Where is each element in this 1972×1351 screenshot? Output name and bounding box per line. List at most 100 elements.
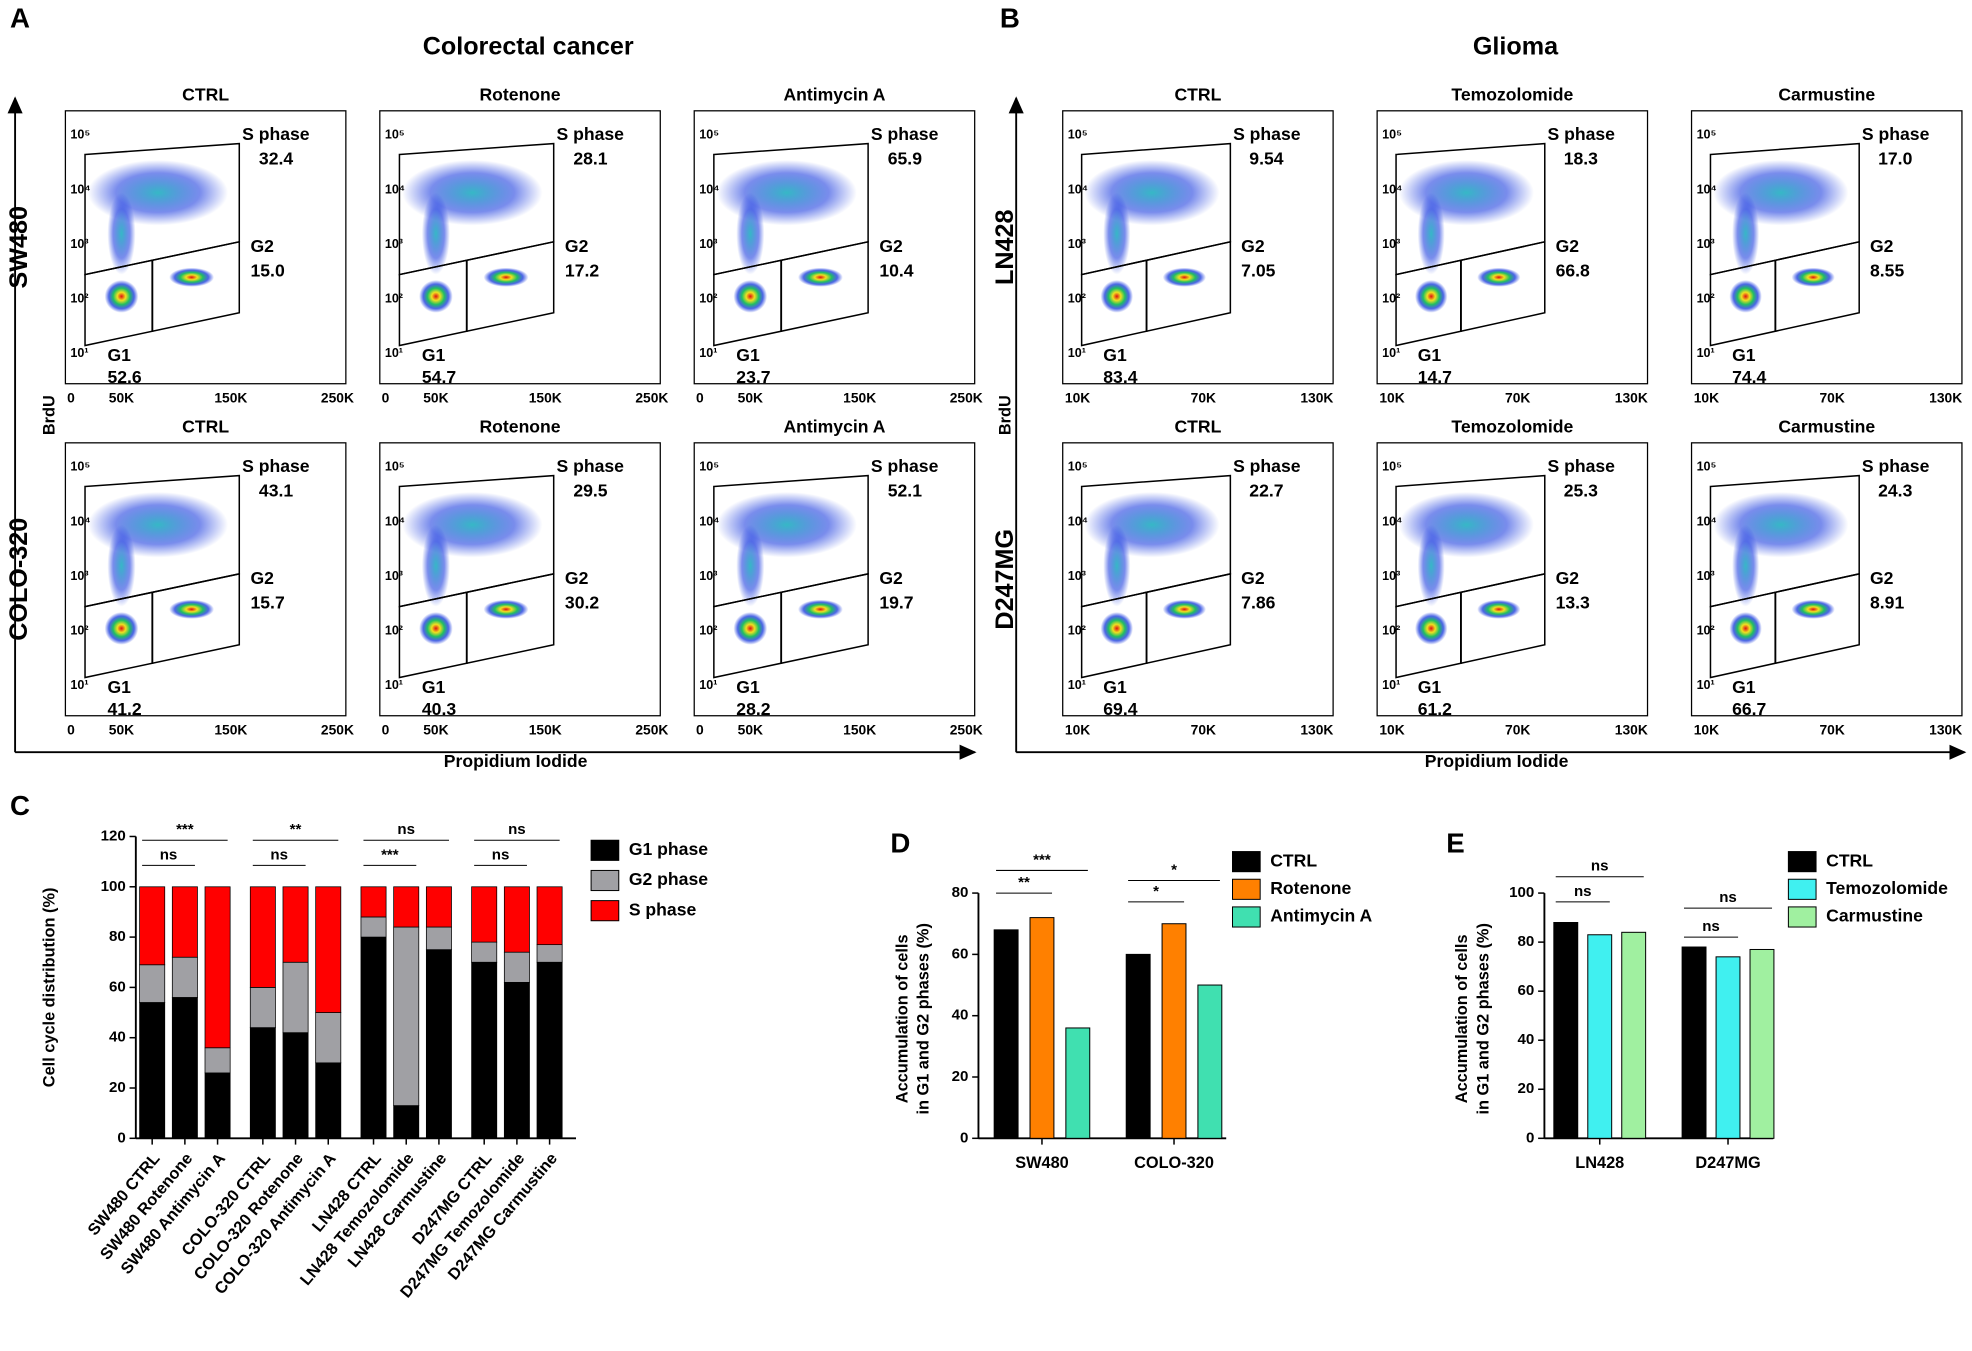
gate-label-g2: G2 [1870, 236, 1894, 256]
x-tick-label: 130K [1615, 389, 1648, 405]
density-s [716, 159, 857, 226]
panel-letter: B [1000, 3, 1020, 34]
plot-title: Temozolomide [1451, 84, 1573, 104]
x-tick-label: 0 [696, 721, 704, 737]
plot-frame [1376, 110, 1649, 385]
bar-segment [204, 1072, 231, 1139]
x-tick-label: 130K [1300, 389, 1333, 405]
density-s [402, 491, 543, 558]
y-tick-label: 10¹ [70, 346, 88, 360]
y-tick-label: 60 [952, 945, 969, 962]
y-axis-label: in G1 and G2 phases (%) [1474, 923, 1492, 1114]
plot-frame [1062, 442, 1334, 717]
legend-label: Carmustine [1826, 906, 1923, 926]
bar-segment [360, 886, 387, 918]
y-tick-label: 10⁴ [385, 514, 405, 528]
y-tick-label: 10² [699, 623, 717, 637]
y-tick-label: 10³ [699, 569, 717, 583]
x-tick-label: 0 [696, 389, 704, 405]
density-arc [1103, 524, 1131, 607]
x-tick-label: 130K [1300, 721, 1333, 737]
gate-g [398, 572, 555, 679]
y-tick-label: 10³ [1382, 237, 1400, 251]
y-axis-label: BrdU [996, 395, 1014, 435]
density-s [1713, 491, 1849, 558]
row-label: D247MG [991, 529, 1019, 630]
density-arc [421, 524, 450, 607]
x-tick-label: SW480 [1015, 1154, 1069, 1172]
x-tick-label: 0 [382, 389, 390, 405]
bar-segment [139, 886, 166, 966]
y-tick-label: 10² [1068, 291, 1086, 305]
bar-segment [425, 926, 452, 951]
plot-frame [379, 442, 661, 717]
y-tick-label: 10⁴ [1382, 514, 1402, 528]
gate-value-s: 29.5 [573, 481, 607, 501]
row-label: COLO-320 [5, 518, 33, 641]
x-tick-label: 150K [529, 721, 562, 737]
gate-value-g2: 7.86 [1241, 593, 1275, 613]
x-tick-label: 10K [1694, 389, 1719, 405]
legend-label: Temozolomide [1826, 878, 1948, 898]
y-tick-label: 10² [1382, 291, 1400, 305]
gate-label-s: S phase [871, 456, 939, 476]
density-g2 [483, 267, 529, 287]
y-tick-label: 10³ [1068, 237, 1086, 251]
gate-label-g1: G1 [107, 677, 131, 697]
density-g2 [797, 599, 843, 619]
x-tick-label: 10K [1694, 721, 1719, 737]
y-tick-label: 10¹ [1697, 678, 1715, 692]
gate-g [1395, 572, 1546, 679]
gate-value-g1: 28.2 [736, 699, 770, 719]
y-tick-label: 0 [960, 1129, 968, 1146]
y-tick-label: 0 [117, 1129, 125, 1146]
panel-title: Colorectal cancer [423, 33, 634, 61]
gate-label-g1: G1 [736, 677, 760, 697]
panel-letter: E [1446, 828, 1464, 859]
y-tick-label: 10³ [385, 237, 403, 251]
x-axis-label: Propidium Iodide [1425, 751, 1569, 771]
y-tick-label: 10⁵ [699, 128, 719, 142]
gate-value-g2: 8.55 [1870, 260, 1904, 280]
bar-segment [139, 964, 166, 1003]
panel-letter: D [890, 828, 910, 859]
density-g2 [169, 267, 215, 287]
density-g1 [1100, 612, 1134, 645]
bar [1553, 922, 1579, 1139]
significance-label: * [1171, 861, 1177, 878]
gate-label-g1: G1 [1732, 345, 1756, 365]
x-tick-label: 70K [1191, 721, 1216, 737]
gate-value-g2: 15.7 [250, 593, 284, 613]
legend-swatch [590, 869, 620, 892]
row-label: LN428 [991, 210, 1019, 285]
gate-value-g1: 74.4 [1732, 367, 1766, 387]
y-tick-label: 10⁴ [1697, 514, 1717, 528]
gate-value-s: 65.9 [888, 149, 922, 169]
significance-label: ** [290, 821, 302, 838]
gate-label-g1: G1 [1418, 677, 1442, 697]
gate-label-g1: G1 [107, 345, 131, 365]
x-tick-label: 0 [382, 721, 390, 737]
x-tick-label: 50K [738, 389, 763, 405]
bar-segment [471, 886, 498, 943]
gate-label-g1: G1 [736, 345, 760, 365]
density-g2 [1477, 267, 1521, 287]
density-s [1084, 491, 1220, 558]
legend-swatch [1787, 878, 1817, 900]
y-tick-label: 10² [385, 623, 403, 637]
gate-label-g2: G2 [1870, 568, 1894, 588]
density-s [1398, 491, 1534, 558]
y-tick-label: 10⁵ [1382, 128, 1402, 142]
y-tick-label: 20 [952, 1068, 969, 1085]
plot-title: Antimycin A [783, 416, 885, 436]
y-tick-label: 10⁴ [1697, 182, 1717, 196]
density-arc [736, 192, 765, 275]
bar [1681, 946, 1707, 1139]
y-tick-label: 40 [1518, 1031, 1535, 1048]
x-tick-label: 10K [1065, 721, 1090, 737]
y-tick-label: 20 [1518, 1080, 1535, 1097]
significance-label: ns [1702, 918, 1720, 935]
bar [1125, 953, 1151, 1139]
density-g1 [733, 612, 768, 645]
y-tick-label: 10⁵ [385, 128, 405, 142]
